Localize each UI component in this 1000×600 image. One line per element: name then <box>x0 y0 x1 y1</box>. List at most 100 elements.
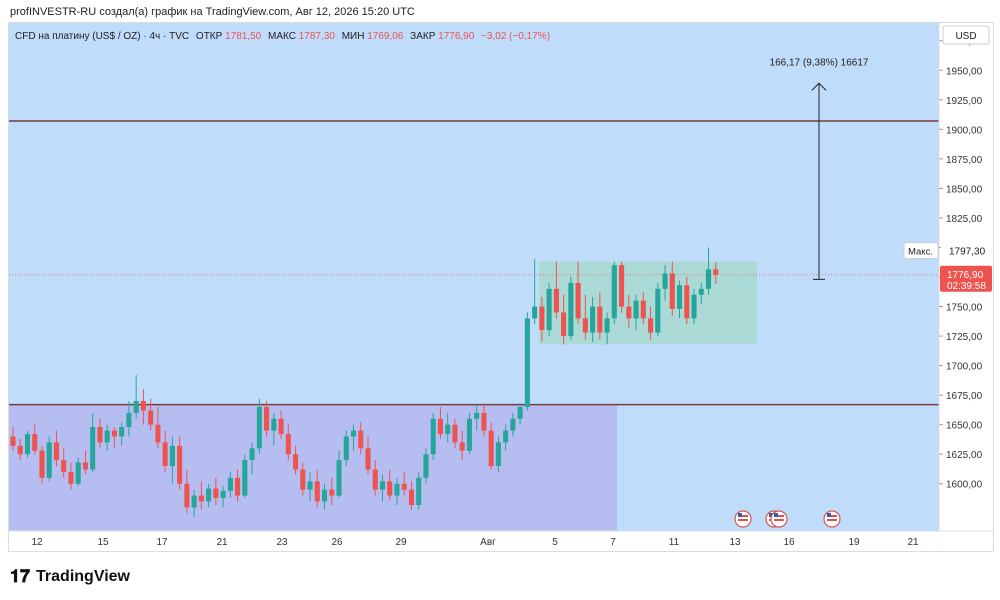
measure-label: 166,17 (9,38%) 16617 <box>770 57 869 68</box>
candle-body <box>648 318 654 333</box>
candle-body <box>53 442 60 461</box>
legend-change: −3,02 (−0,17%) <box>481 31 550 42</box>
us-flag-event-icon[interactable] <box>734 510 752 528</box>
candle-body <box>459 442 465 451</box>
candle-body <box>32 434 38 451</box>
candle-body <box>640 300 646 319</box>
candle-body <box>474 412 480 419</box>
price-chart[interactable]: 166,17 (9,38%) 16617 CFD на платину (US$… <box>9 23 993 551</box>
candle-body <box>590 306 596 333</box>
candle-body <box>597 306 603 333</box>
candle-body <box>684 285 690 319</box>
candle-body <box>155 424 161 443</box>
price-tick-label: 1600,00 <box>946 480 983 491</box>
currency-badge[interactable]: USD <box>955 31 976 42</box>
time-tick-label: 11 <box>669 537 680 548</box>
last-price-tag: 1776,90 02:39:58 <box>940 265 992 292</box>
candle-body <box>423 454 429 478</box>
candle-body <box>148 410 154 425</box>
price-axis-ticks: 1975,001950,001925,001900,001875,001850,… <box>939 37 983 491</box>
candle-body <box>691 294 697 319</box>
time-tick-label: 15 <box>97 537 109 548</box>
candle-body <box>133 401 139 413</box>
candle-body <box>314 481 320 502</box>
candle-body <box>343 436 349 461</box>
candle-body <box>17 445 23 455</box>
candles <box>10 247 719 517</box>
candle-body <box>604 318 610 333</box>
candle-body <box>568 282 574 337</box>
candle-body <box>126 412 132 428</box>
candle-body <box>10 436 16 446</box>
last-price-tag-box <box>940 265 992 292</box>
us-flag-event-icon[interactable] <box>770 510 788 528</box>
event-icon-stripe <box>827 515 837 517</box>
candle-body <box>68 471 74 484</box>
event-icon-canton <box>769 513 773 517</box>
candle-body <box>358 430 364 449</box>
candle-body <box>481 412 487 431</box>
candle-body <box>466 418 472 451</box>
currency-badge-box[interactable] <box>942 25 990 45</box>
candle-body <box>394 483 400 496</box>
candle-body <box>611 265 617 319</box>
candle-body <box>177 445 183 484</box>
legend: CFD на платину (US$ / OZ) · 4ч · TVC ОТК… <box>15 31 550 42</box>
candle-body <box>249 448 255 461</box>
event-icon-stripe <box>738 515 748 517</box>
candle-body <box>75 462 81 484</box>
candle-body <box>300 469 306 490</box>
time-tick-label: 19 <box>848 537 860 548</box>
price-tick-label: 1925,00 <box>946 96 983 107</box>
price-range-measure: 166,17 (9,38%) 16617 <box>770 57 869 280</box>
tradingview-logo[interactable]: 𝟏𝟕 TradingView <box>10 566 130 587</box>
candle-body <box>140 401 146 411</box>
candle-body <box>445 424 451 435</box>
time-tick-label: 12 <box>31 537 43 548</box>
legend-close-label: ЗАКР <box>410 31 436 42</box>
candle-body <box>495 442 501 467</box>
price-tick-label: 1750,00 <box>946 303 983 314</box>
candle-body <box>227 477 233 491</box>
max-tag-label: Макс. <box>908 247 933 258</box>
legend-high-value: 1787,30 <box>299 31 336 42</box>
candle-body <box>430 418 436 455</box>
candle-body <box>698 288 704 295</box>
candle-body <box>82 462 88 470</box>
event-icon-canton <box>827 513 831 517</box>
candle-body <box>713 269 719 275</box>
candle-body <box>242 460 248 496</box>
candle-body <box>220 490 226 498</box>
time-tick-label: Авг <box>480 537 496 548</box>
candle-body <box>350 430 357 437</box>
lower-range-box <box>9 404 617 531</box>
price-tick-label: 1950,00 <box>946 66 983 77</box>
candle-body <box>285 434 291 455</box>
candle-body <box>336 460 342 496</box>
candle-body <box>198 495 204 502</box>
candle-body <box>46 442 52 478</box>
last-price-value: 1776,90 <box>947 270 984 281</box>
legend-open-label: ОТКР <box>196 31 223 42</box>
event-icon-stripe <box>738 519 748 521</box>
time-tick-label: 13 <box>729 537 741 548</box>
candle-body <box>256 406 262 449</box>
candle-body <box>213 488 219 498</box>
candle-body <box>517 406 523 419</box>
chart-header: profINVESTR-RU создал(а) график на Tradi… <box>10 6 415 18</box>
candle-body <box>191 495 197 508</box>
candle-body <box>561 312 567 337</box>
price-tick-label: 1725,00 <box>946 332 983 343</box>
legend-low-value: 1769,06 <box>367 31 404 42</box>
us-flag-event-icon[interactable] <box>823 510 841 528</box>
time-tick-label: 21 <box>216 537 228 548</box>
economic-events[interactable] <box>734 510 841 528</box>
candle-body <box>676 285 683 309</box>
legend-close-value: 1776,90 <box>438 31 475 42</box>
chart-area[interactable]: 166,17 (9,38%) 16617 CFD на платину (US$… <box>8 22 994 552</box>
time-axis-ticks: 12 15 17 21 23 26 29 Авг 5 7 11 13 16 19 21 <box>31 537 919 548</box>
candle-countdown: 02:39:58 <box>947 281 986 292</box>
time-axis-panel[interactable] <box>9 531 993 551</box>
measure-arrowhead <box>811 82 827 91</box>
candle-body <box>452 424 458 443</box>
